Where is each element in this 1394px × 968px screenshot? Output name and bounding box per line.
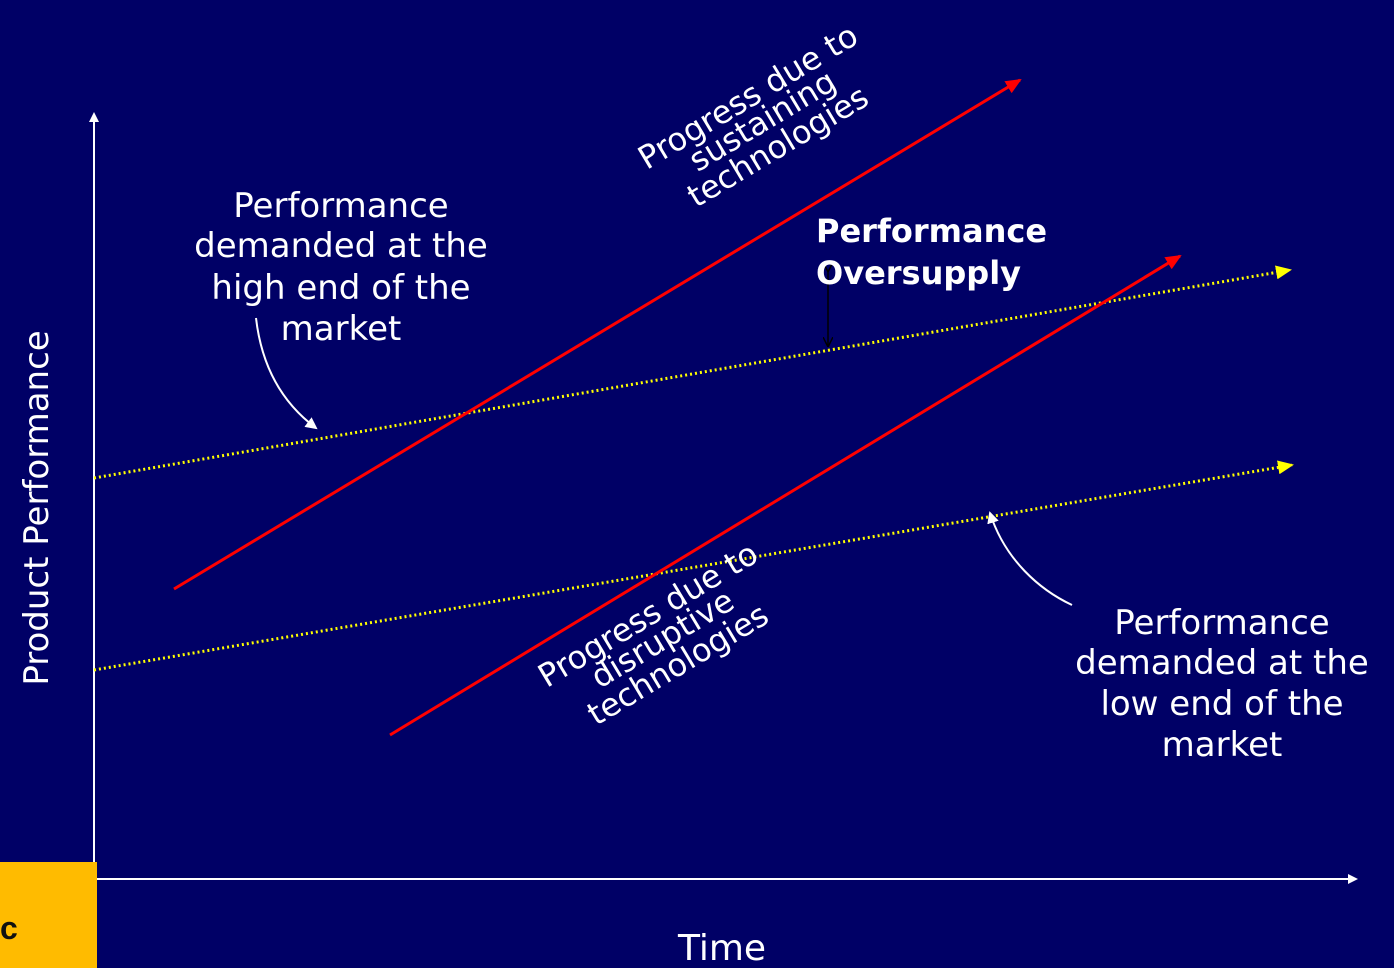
disruptive-technology-line <box>389 254 1182 737</box>
corner-letter: c <box>0 910 18 946</box>
svg-text:Performance: Performance <box>1114 603 1329 643</box>
svg-text:market: market <box>1162 725 1283 765</box>
high-end-demand-line <box>93 265 1292 480</box>
svg-text:Oversupply: Oversupply <box>816 254 1021 292</box>
svg-text:demanded at the: demanded at the <box>1075 643 1369 683</box>
high-end-annotation: Performance demanded at the high end of … <box>194 186 488 349</box>
disruptive-annotation: Progress due to disruptive technologies <box>531 534 775 733</box>
corner-box <box>0 862 97 968</box>
high-end-pointer-arrow <box>255 317 318 430</box>
y-axis-label: Product Performance <box>17 330 57 685</box>
sustaining-annotation: Progress due to sustaining technologies <box>631 16 875 215</box>
svg-text:Performance: Performance <box>233 186 448 226</box>
oversupply-label: Performance Oversupply <box>816 212 1047 292</box>
low-end-annotation: Performance demanded at the low end of t… <box>1075 603 1369 765</box>
svg-text:demanded at the: demanded at the <box>194 226 488 266</box>
x-axis-label: Time <box>677 928 766 968</box>
svg-text:Performance: Performance <box>816 212 1047 250</box>
sustaining-technology-line <box>173 78 1022 591</box>
svg-text:low end of the: low end of the <box>1100 684 1343 724</box>
low-end-pointer-arrow <box>987 511 1073 606</box>
svg-text:high end of the: high end of the <box>211 268 470 308</box>
svg-text:market: market <box>281 309 402 349</box>
